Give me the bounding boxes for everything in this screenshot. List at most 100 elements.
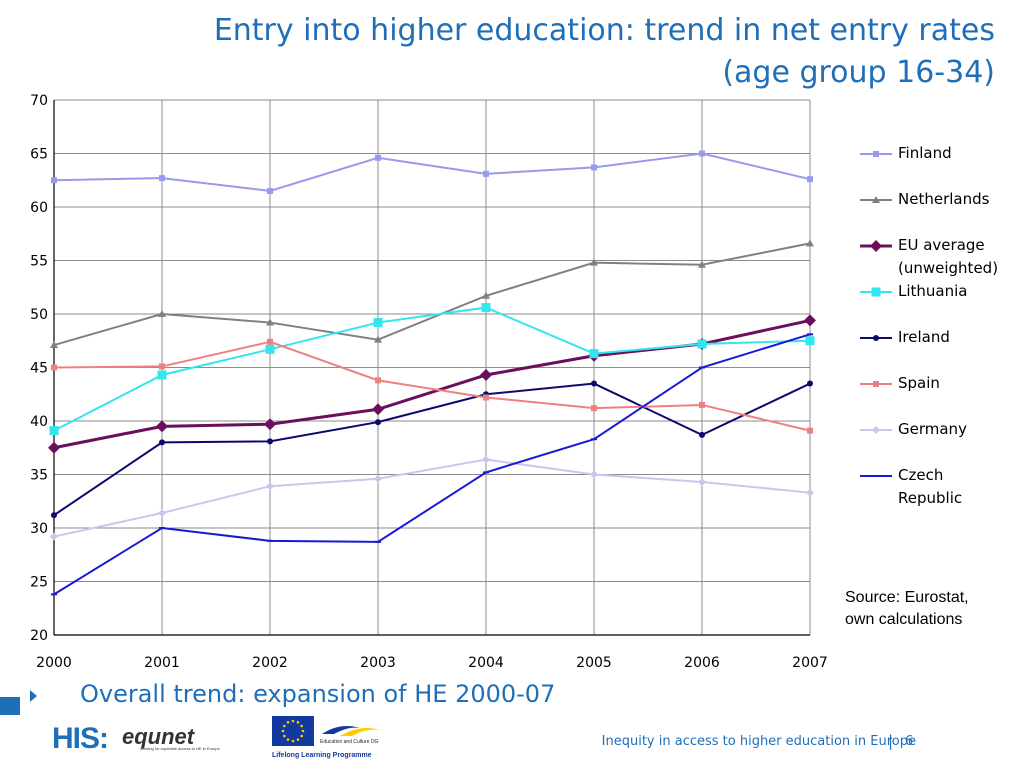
- chart-tick-labels: 20 25 30 35 40 45 50 55 60 65 70 2000 2001 2002 2003 20…: [30, 93, 828, 671]
- data-point: [591, 405, 597, 412]
- series-line: [53, 242, 811, 346]
- data-point: [159, 527, 165, 529]
- data-point: [267, 438, 273, 445]
- data-point: [374, 474, 382, 483]
- series-group: [51, 338, 813, 434]
- data-point: [698, 477, 706, 486]
- x-tick-label: 2007: [792, 655, 828, 671]
- y-tick-label: 65: [30, 147, 48, 163]
- page-number: 6: [905, 734, 914, 749]
- data-point: [591, 164, 597, 171]
- eu-star: [281, 729, 285, 733]
- footer-separator: |: [888, 732, 894, 750]
- eu-star: [300, 734, 303, 738]
- data-point: [266, 482, 274, 491]
- data-point: [807, 176, 813, 183]
- data-point: [483, 471, 489, 474]
- legend-marker: [873, 381, 879, 387]
- y-tick-label: 35: [30, 468, 48, 484]
- legend-marker: [873, 475, 879, 477]
- legend-swatch: [860, 196, 892, 203]
- data-point: [699, 401, 705, 408]
- data-point: [51, 512, 57, 519]
- series-group: [50, 239, 814, 349]
- his-logo: HIS:: [52, 722, 109, 755]
- data-point: [483, 394, 489, 401]
- data-point: [699, 431, 705, 438]
- data-point: [51, 364, 57, 371]
- data-point: [48, 441, 60, 454]
- legend-marker: [870, 240, 882, 252]
- x-tick-label: 2005: [576, 655, 612, 671]
- data-point: [374, 335, 382, 343]
- slide-title: Entry into higher education: trend in ne…: [20, 10, 995, 94]
- legend-swatch: [860, 335, 892, 341]
- data-point: [480, 368, 492, 381]
- llp-label: Lifelong Learning Programme: [272, 752, 372, 759]
- x-tick-label: 2001: [144, 655, 180, 671]
- data-point: [157, 370, 167, 380]
- legend-label: Czech Republic: [898, 466, 963, 507]
- data-point: [375, 419, 381, 426]
- series-group: [51, 333, 813, 596]
- data-point: [591, 380, 597, 387]
- data-point: [699, 150, 705, 157]
- eu-star: [296, 721, 300, 724]
- data-point: [806, 239, 814, 247]
- legend-label: Netherlands: [898, 190, 990, 208]
- data-point: [699, 366, 705, 369]
- data-point: [156, 420, 168, 433]
- data-point: [591, 438, 597, 441]
- series-group: [49, 303, 815, 436]
- data-point: [267, 338, 273, 345]
- y-tick-label: 25: [30, 575, 48, 591]
- line-chart: 20 25 30 35 40 45 50 55 60 65 70 2000 2001 2002 2003 20…: [30, 93, 828, 671]
- data-point: [51, 593, 57, 596]
- y-tick-label: 60: [30, 200, 48, 216]
- data-point: [698, 260, 706, 268]
- series-line: [53, 152, 811, 192]
- data-point: [375, 377, 381, 384]
- legend-marker: [872, 426, 880, 434]
- data-point: [158, 310, 166, 317]
- y-tick-label: 20: [30, 628, 48, 644]
- x-tick-label: 2004: [468, 655, 504, 671]
- eu-star: [286, 721, 290, 724]
- series-line: [53, 340, 811, 432]
- data-point: [481, 303, 491, 313]
- data-point: [807, 333, 813, 336]
- series-group: [51, 380, 813, 519]
- bullet-text: Overall trend: expansion of HE 2000-07: [80, 680, 556, 708]
- series-line: [53, 382, 811, 516]
- data-point: [483, 170, 489, 177]
- data-point: [806, 488, 814, 497]
- data-point: [375, 540, 381, 543]
- legend-label: EU average (unweighted): [898, 236, 999, 277]
- education-culture-logo-icon: [322, 726, 380, 736]
- eu-star: [291, 719, 295, 723]
- data-point: [159, 363, 165, 370]
- data-point: [373, 318, 383, 328]
- series-line: [53, 333, 811, 596]
- legend-swatch: [860, 151, 892, 157]
- eu-star: [300, 724, 303, 728]
- data-point: [807, 427, 813, 434]
- eu-star: [296, 738, 300, 741]
- legend-label: Finland: [898, 144, 952, 162]
- y-tick-label: 50: [30, 307, 48, 323]
- data-point: [265, 344, 275, 354]
- series-line: [53, 318, 811, 450]
- data-point: [372, 403, 384, 416]
- data-point: [267, 539, 273, 542]
- x-tick-label: 2002: [252, 655, 288, 671]
- data-point: [804, 314, 816, 327]
- data-point: [50, 341, 58, 349]
- corner-accent: [0, 697, 20, 715]
- legend-marker: [873, 335, 879, 341]
- legend-label: Lithuania: [898, 282, 968, 300]
- y-tick-label: 70: [30, 93, 48, 109]
- equnet-tagline: working for equitable access to HE in Eu…: [140, 746, 220, 751]
- data-point: [159, 439, 165, 446]
- data-point: [697, 339, 707, 349]
- y-tick-label: 30: [30, 521, 48, 537]
